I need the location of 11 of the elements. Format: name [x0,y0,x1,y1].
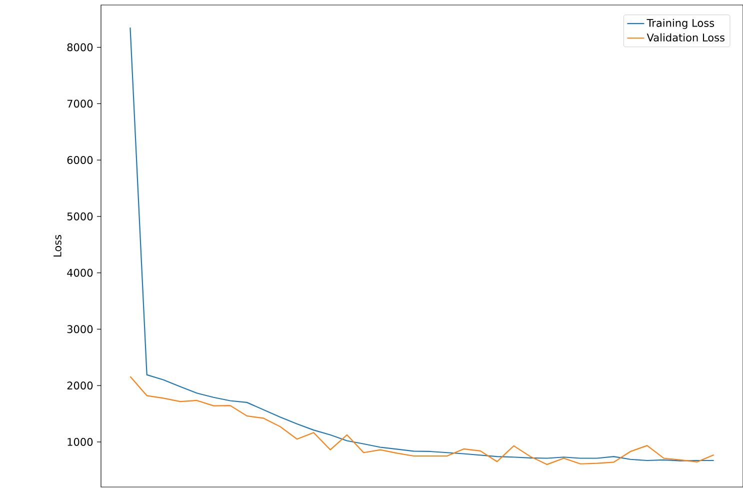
y-tick-label: 6000 [67,156,93,164]
y-axis-title: Loss [54,234,62,256]
y-tick-label: 2000 [67,382,93,390]
y-tick-label: 4000 [67,268,93,277]
y-tick-label: 5000 [67,212,93,220]
legend-label: Training Loss [646,18,714,29]
legend-label: Validation Loss [646,33,724,42]
y-tick-label: 1000 [68,438,93,446]
y-tick-label: 3000 [67,325,93,334]
y-tick-label: 7000 [67,100,93,108]
y-tick-label: 8000 [67,43,93,52]
